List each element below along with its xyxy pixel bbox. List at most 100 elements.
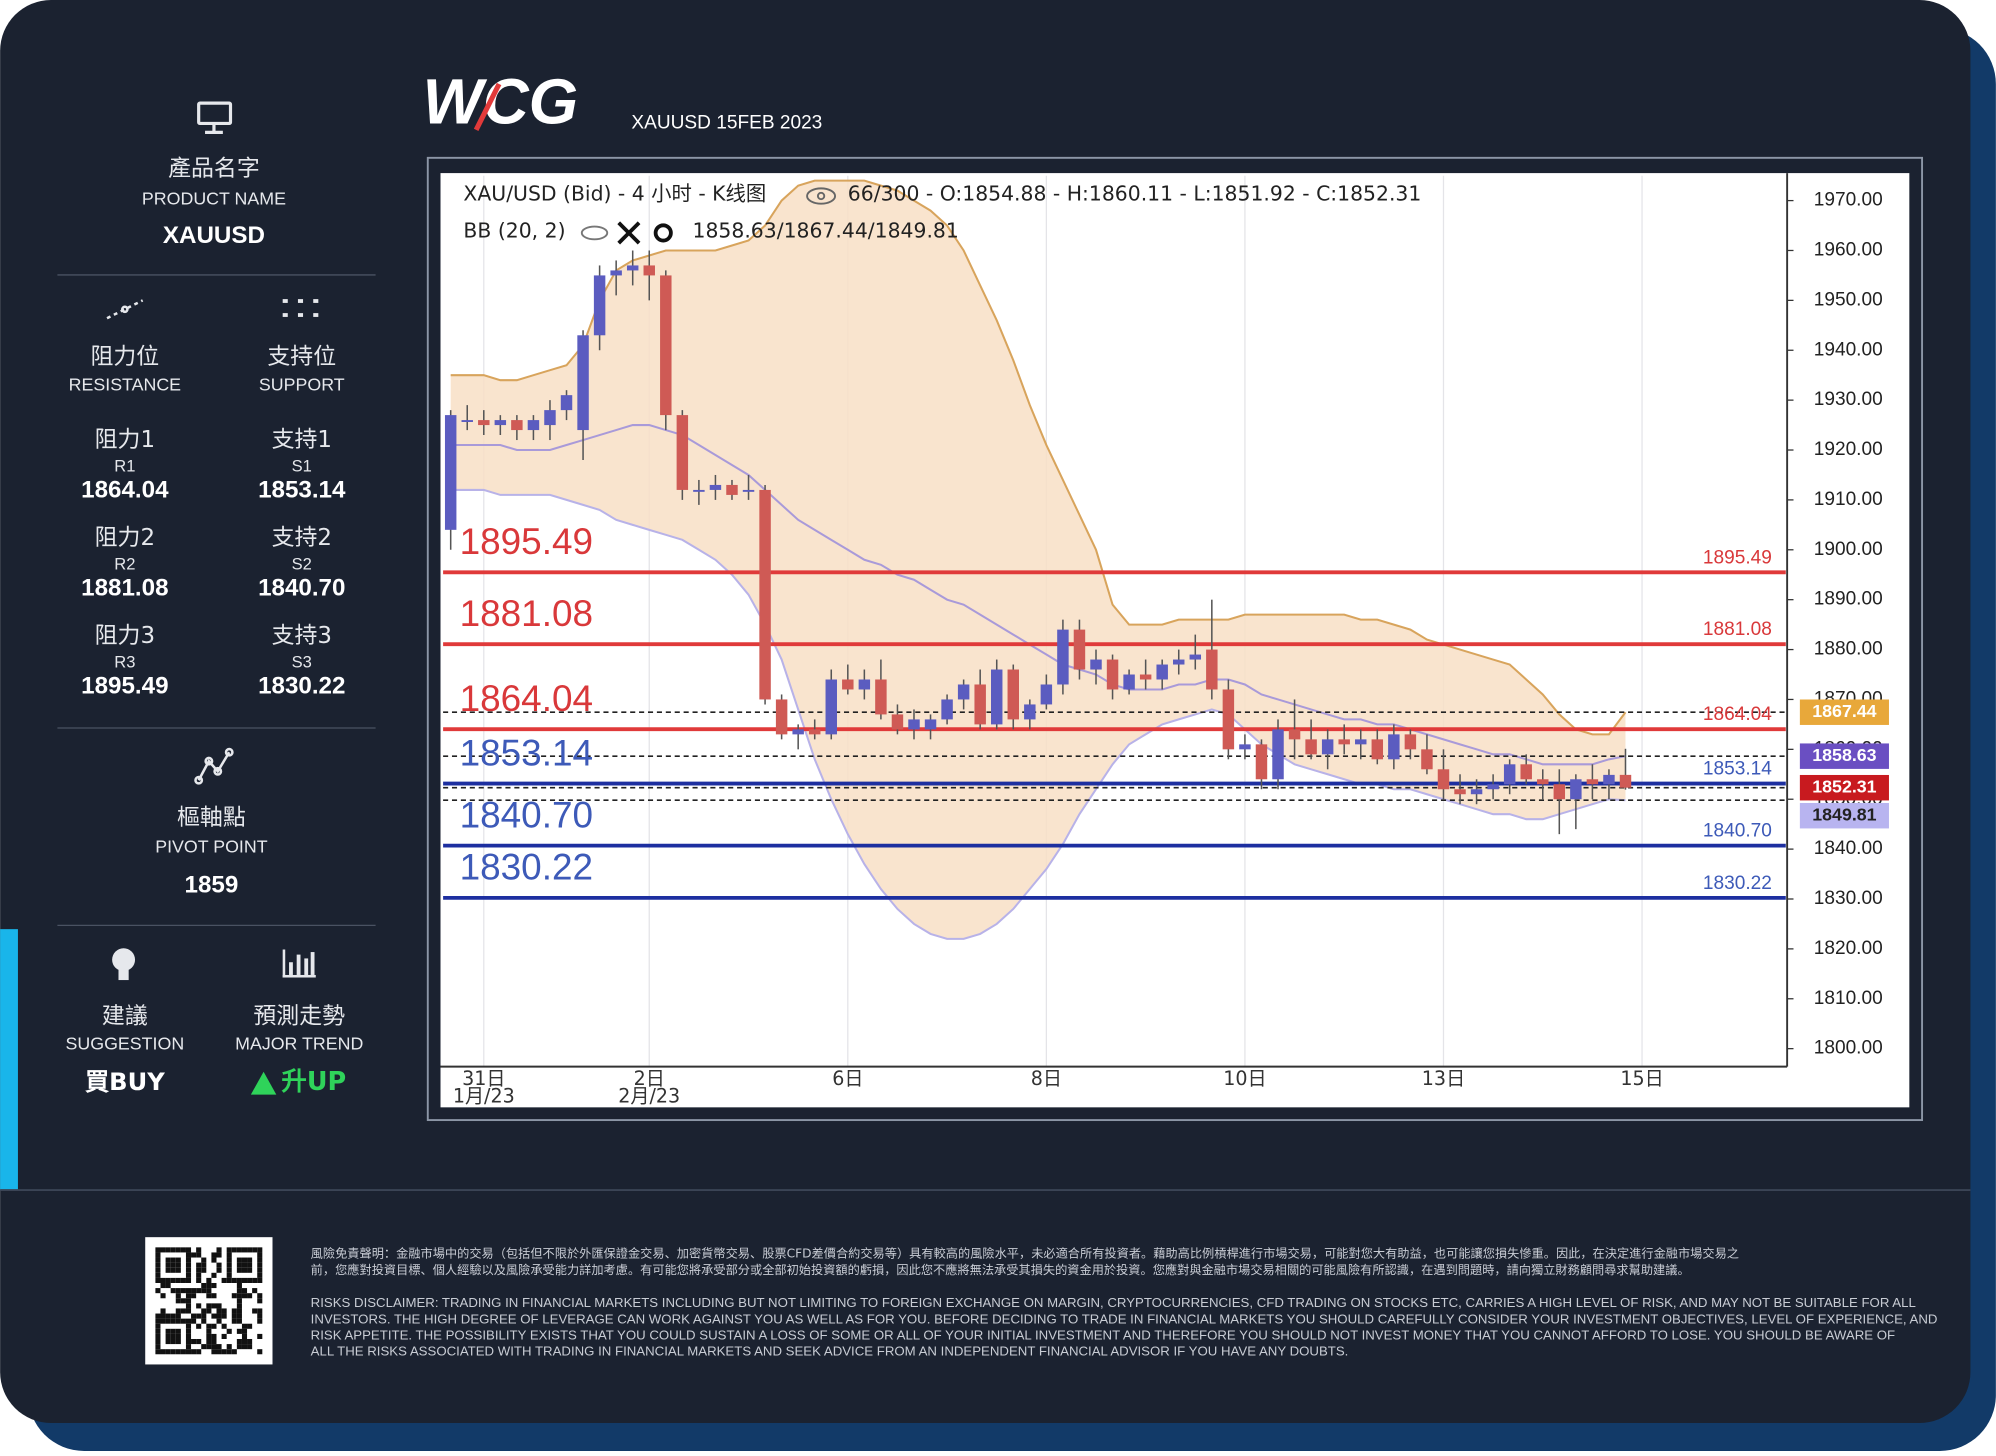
qr-cell [226,1247,232,1253]
qr-cell [170,1267,176,1273]
qr-cell [257,1293,263,1299]
product-value: XAUUSD [163,222,265,249]
qr-cell [257,1308,263,1314]
candle-body [1371,739,1384,760]
qr-cell [252,1308,258,1314]
y-tick-label: 1970.00 [1814,190,1883,211]
resistance-label-zh: 阻力位 [90,344,159,370]
qr-cell [155,1257,161,1263]
candle-body [792,729,804,735]
qr-cell [236,1338,242,1345]
qr-cell [206,1293,212,1299]
qr-cell [206,1338,212,1345]
qr-cell [231,1349,237,1355]
level-label-right: 1830.22 [1703,873,1772,894]
level-code: S1 [292,456,312,475]
qr-cell [247,1323,253,1329]
x-tick-label: 8日 [1031,1067,1062,1090]
candle-body [1404,734,1417,750]
qr-cell [201,1313,207,1319]
qr-cell [196,1313,202,1319]
qr-cell [201,1282,207,1289]
y-tick-label: 1880.00 [1814,639,1883,660]
candle-body [1239,744,1251,750]
qr-cell [185,1349,192,1355]
qr-cell [241,1262,248,1268]
qr-cell [257,1252,263,1258]
qr-cell [241,1288,248,1294]
qr-cell [185,1344,192,1350]
x-tick-label: 13日 [1422,1067,1465,1090]
qr-cell [175,1333,181,1339]
qr-cell [155,1247,161,1253]
disclaimer-en: ALL THE RISKS ASSOCIATED WITH TRADING IN… [311,1344,1349,1359]
level-code: S2 [292,555,312,574]
level-code: S3 [292,653,312,672]
qr-cell [236,1328,242,1334]
candle-body [494,420,507,426]
candle-body [924,719,937,730]
qr-cell [155,1344,161,1350]
qr-cell [247,1267,253,1273]
candle-body [676,415,689,490]
indicator-values: 1858.63/1867.44/1849.81 [693,219,959,243]
qr-cell [211,1333,217,1339]
candle-body [660,275,672,416]
qr-cell [155,1328,161,1334]
y-tick-label: 1820.00 [1814,938,1883,959]
candle-body [775,699,788,735]
qr-cell [185,1267,192,1273]
level-label-right: 1840.70 [1703,821,1772,842]
qr-cell [201,1288,207,1294]
y-tick-label: 1920.00 [1814,439,1883,460]
qr-cell [175,1298,181,1304]
qr-cell [170,1262,176,1268]
qr-cell [231,1308,237,1314]
level-label: 1881.08 [460,593,593,634]
qr-cell [160,1293,166,1299]
qr-cell [206,1323,212,1329]
candle-body [1503,764,1516,785]
disclaimer-en: RISK APPETITE. THE POSSIBILITY EXISTS TH… [311,1328,1895,1343]
qr-cell [185,1323,192,1329]
qr-cell [252,1247,258,1253]
y-tick-label: 1810.00 [1814,988,1883,1009]
qr-cell [196,1349,202,1355]
candle-body [941,699,953,720]
y-tick-label: 1830.00 [1814,888,1883,909]
qr-cell [211,1257,217,1263]
qr-cell [185,1298,192,1304]
candle-body [693,489,705,492]
candle-body [461,420,473,422]
qr-cell [165,1338,171,1345]
qr-cell [160,1247,166,1253]
qr-cell [241,1344,248,1350]
y-tick-label: 1800.00 [1814,1038,1883,1059]
level-label: 1830.22 [460,847,593,888]
x-tick-label: 10日 [1223,1067,1266,1090]
disclaimer: 風險免責聲明：金融市場中的交易（包括但不限於外匯保證金交易、加密貨幣交易、股票C… [311,1246,1938,1359]
product-label-zh: 產品名字 [168,156,260,182]
candle-body [643,265,655,276]
qr-cell [170,1313,176,1319]
qr-cell [155,1267,161,1273]
qr-cell [175,1247,181,1253]
pivot-label-en: PIVOT POINT [155,836,268,856]
candle-body [842,679,854,690]
level-label: 1853.14 [460,732,593,773]
level-label-right: 1895.49 [1703,547,1772,568]
resistance-label-en: RESISTANCE [69,374,182,394]
candle-body [759,489,771,700]
y-tick-label: 1890.00 [1814,589,1883,610]
qr-cell [216,1262,222,1268]
qr-cell [165,1262,171,1268]
qr-cell [180,1298,186,1304]
qr-cell [257,1349,263,1355]
candle-body [1619,774,1632,788]
candle-body [1570,779,1582,800]
qr-cell [216,1308,222,1314]
qr-cell [236,1247,242,1253]
price-tag [1799,774,1889,801]
qr-cell [221,1313,227,1319]
candle-body [1470,789,1483,795]
